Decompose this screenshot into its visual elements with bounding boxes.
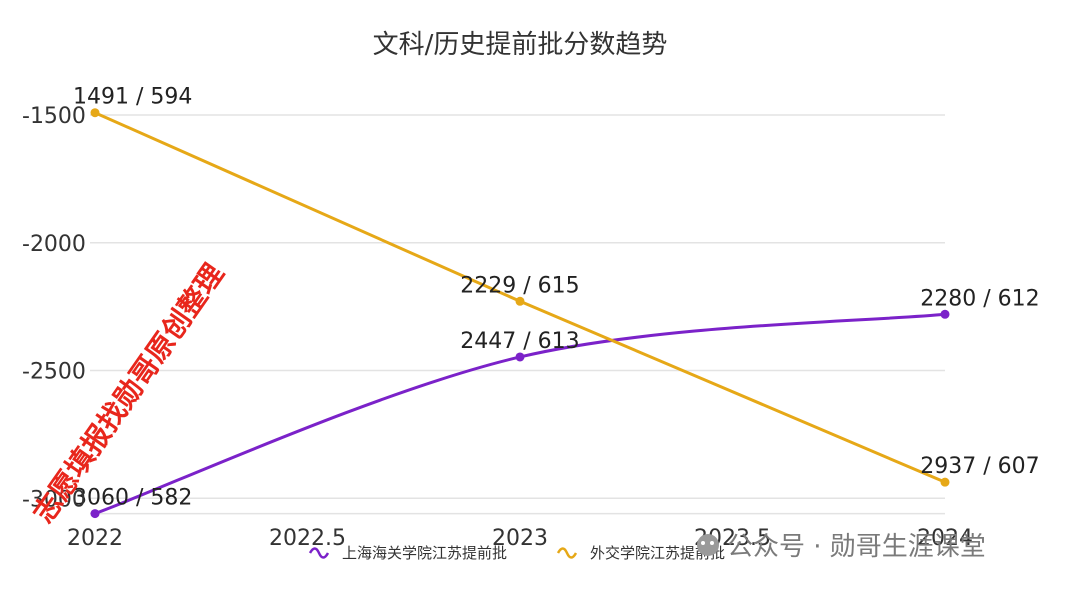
data-label: 2280 / 612 [920, 286, 1039, 311]
series-layer [90, 108, 950, 519]
data-point[interactable] [90, 108, 100, 118]
x-tick-label: 2022 [67, 526, 123, 551]
x-tick-label: 2023 [492, 526, 548, 551]
x-tick-label: 2024 [917, 526, 973, 551]
y-tick-label: -3000 [22, 487, 86, 512]
wechat-icon-eye-left [701, 541, 705, 545]
footer-brand: 公众号 · 勋哥生涯课堂 [697, 532, 986, 562]
grid-layer [90, 114, 945, 515]
label-layer: 3060 / 582 2447 / 613 2280 / 612 1491 / 594… [73, 85, 1040, 511]
data-label: 3060 / 582 [73, 486, 192, 511]
legend-swatch [308, 547, 330, 559]
chart-title: 文科/历史提前批分数趋势 [373, 30, 668, 60]
data-point[interactable] [940, 309, 950, 319]
legend-label: 外交学院江苏提前批 [590, 544, 725, 562]
data-label: 2937 / 607 [920, 454, 1039, 479]
legend-item-0[interactable]: 上海海关学院江苏提前批 [308, 544, 507, 562]
data-point[interactable] [515, 296, 525, 306]
data-label: 2229 / 615 [460, 273, 579, 298]
data-point[interactable] [940, 477, 950, 487]
data-point[interactable] [515, 352, 525, 362]
legend-item-1[interactable]: 外交学院江苏提前批 [556, 544, 725, 562]
data-label: 2447 / 613 [460, 329, 579, 354]
wechat-icon-eye-right [710, 541, 714, 545]
y-tick-label: -2500 [22, 360, 86, 385]
data-point[interactable] [90, 509, 100, 519]
y-tick-label: -2000 [22, 232, 86, 257]
legend[interactable]: 上海海关学院江苏提前批 外交学院江苏提前批 [308, 544, 725, 562]
x-tick-label: 2022.5 [269, 526, 346, 551]
legend-swatch [556, 547, 578, 559]
legend-label: 上海海关学院江苏提前批 [342, 544, 507, 562]
data-label: 1491 / 594 [73, 85, 192, 110]
y-tick-label: -1500 [22, 104, 86, 129]
footer-text: 公众号 · 勋哥生涯课堂 [727, 532, 986, 562]
wechat-icon [697, 534, 719, 556]
